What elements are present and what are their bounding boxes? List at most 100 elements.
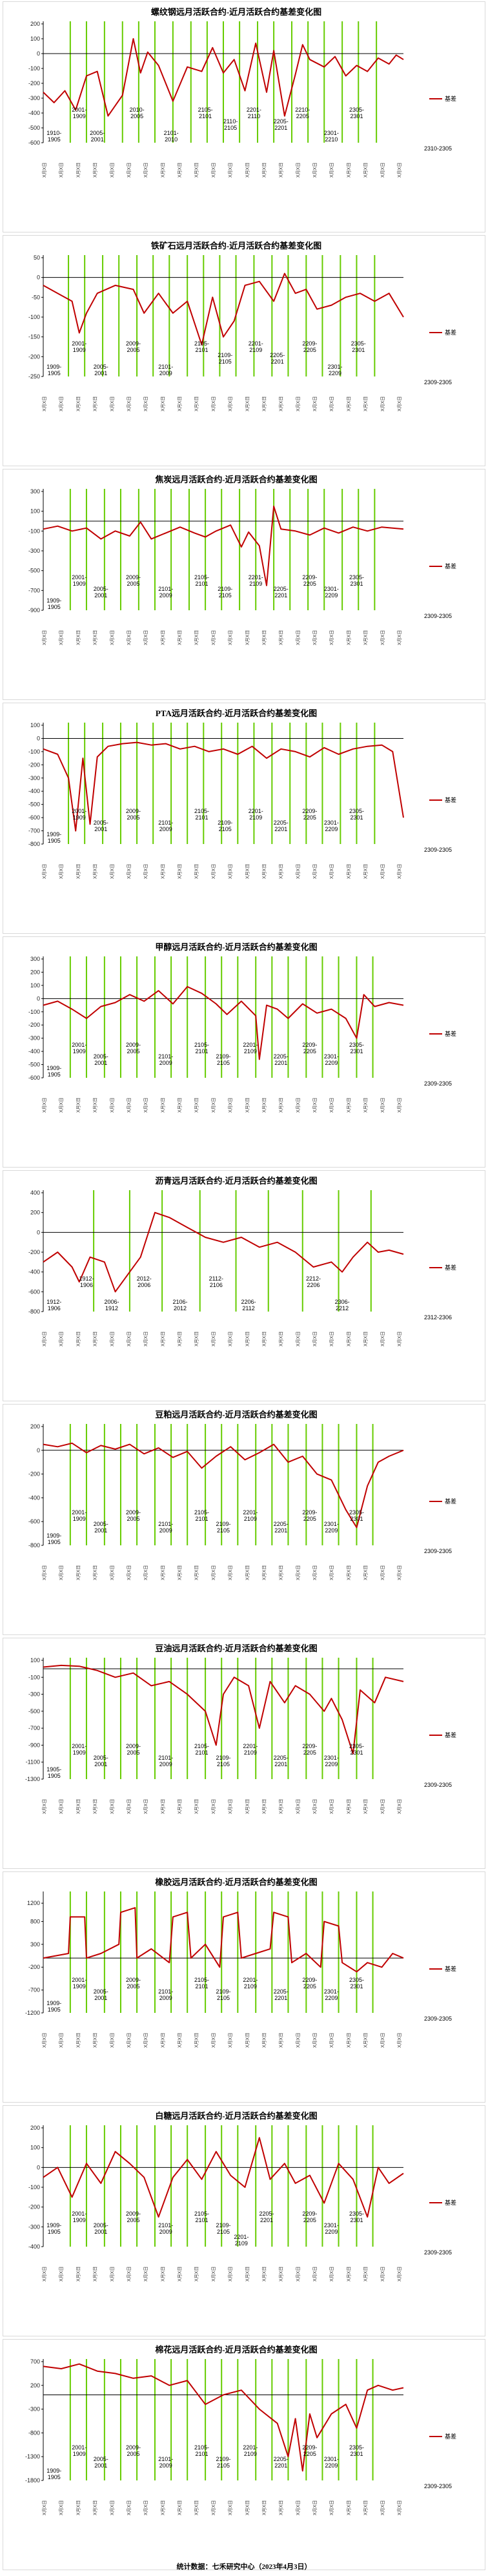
- contract-label: 2206: [307, 1282, 320, 1288]
- x-tick-label: X月X日: [296, 630, 301, 645]
- x-tick-label: X月X日: [93, 2500, 98, 2515]
- contract-label: 2009: [159, 826, 172, 832]
- contract-label: 1909: [73, 814, 86, 821]
- x-tick-label: X月X日: [261, 1799, 267, 1814]
- y-tick-label: -400: [28, 788, 40, 794]
- contract-label: 2201-: [243, 1743, 258, 1749]
- contract-label: 2201-: [243, 1977, 258, 1983]
- x-tick-label: X月X日: [194, 1098, 199, 1113]
- x-tick-label: X月X日: [380, 163, 385, 178]
- basis-series-line: [43, 741, 404, 832]
- y-tick-label: 300: [30, 488, 40, 495]
- x-tick-label: X月X日: [363, 864, 369, 879]
- x-tick-label: X月X日: [329, 1565, 334, 1580]
- x-tick-label: X月X日: [296, 1799, 301, 1814]
- contract-label: 2101: [196, 1516, 208, 1522]
- contract-label: 1909-: [46, 831, 61, 838]
- contract-label: 2105-: [194, 2444, 209, 2451]
- x-tick-label: X月X日: [59, 163, 64, 178]
- x-tick-label: X月X日: [228, 2500, 233, 2515]
- contract-label: 2301: [350, 1749, 363, 1756]
- contract-label: 2301: [350, 113, 363, 119]
- x-tick-label: X月X日: [42, 163, 47, 178]
- contract-label: 2109-: [216, 2222, 230, 2229]
- x-tick-label: X月X日: [178, 397, 183, 411]
- x-tick-label: X月X日: [329, 1799, 334, 1814]
- contract-label: 2001: [94, 1761, 107, 1767]
- contract-label: 2209-: [302, 1743, 317, 1749]
- x-tick-label: X月X日: [397, 163, 402, 178]
- contract-label: 2009: [159, 2462, 172, 2469]
- x-tick-label: X月X日: [127, 2033, 132, 2048]
- chart-svg: 螺纹钢远月活跃合约-近月活跃合约基差变化图 -600 -500 -400 -300 -20…: [28, 7, 456, 178]
- basis-series-line: [43, 506, 404, 586]
- contract-label: 2209: [325, 826, 338, 832]
- x-tick-label: X月X日: [178, 1098, 183, 1113]
- x-tick-label: X月X日: [76, 2500, 81, 2515]
- x-tick-label: X月X日: [93, 864, 98, 879]
- contract-label: 2209: [325, 2229, 338, 2235]
- contract-label: 2001-: [72, 340, 86, 347]
- contract-label: 2209-: [302, 340, 317, 347]
- x-tick-label: X月X日: [194, 1799, 199, 1814]
- contract-label: 1905: [48, 136, 61, 143]
- x-tick-label: X月X日: [329, 2500, 334, 2515]
- x-tick-label: X月X日: [93, 1565, 98, 1580]
- x-tick-label: X月X日: [380, 864, 385, 879]
- chart-title: 豆粕远月活跃合约-近月活跃合约基差变化图: [155, 1410, 317, 1419]
- x-tick-label: X月X日: [110, 2033, 115, 2048]
- x-tick-label: X月X日: [194, 2267, 199, 2282]
- contract-label: 2005-: [94, 1755, 108, 1761]
- x-tick-label: X月X日: [160, 163, 165, 178]
- contract-label: 2001: [94, 1060, 107, 1066]
- y-tick-label: -100: [28, 65, 40, 72]
- contract-label: 2005: [127, 347, 139, 353]
- contract-label: 2009-: [126, 1743, 141, 1749]
- y-tick-label: 800: [30, 1918, 40, 1924]
- x-tick-label: X月X日: [380, 2033, 385, 2048]
- x-tick-label: X月X日: [397, 1098, 402, 1113]
- y-tick-label: 50: [34, 254, 40, 261]
- y-tick-label: -400: [28, 1048, 40, 1055]
- y-tick-label: -50: [32, 294, 40, 300]
- x-tick-label: X月X日: [127, 630, 132, 645]
- contract-label: 2109-: [218, 352, 232, 358]
- contract-label: 2301: [350, 2451, 363, 2457]
- contract-label: 2209: [325, 2462, 338, 2469]
- x-tick-label: X月X日: [93, 163, 98, 178]
- x-tick-label: X月X日: [228, 2033, 233, 2048]
- contract-label: 2009-: [126, 2210, 141, 2217]
- current-contract-label: 2309-2305: [424, 613, 452, 619]
- contract-label: 2209-: [302, 1042, 317, 1048]
- contract-label: 2005-: [90, 130, 105, 136]
- contract-label: 2105-: [194, 1977, 209, 1983]
- y-tick-label: -150: [28, 334, 40, 340]
- contract-label: 2301: [352, 347, 365, 353]
- x-tick-label: X月X日: [296, 1332, 301, 1346]
- contract-label: 2301-: [324, 2222, 339, 2229]
- y-tick-label: -500: [28, 1708, 40, 1715]
- contract-label: 2001: [94, 826, 107, 832]
- chart-panel: 豆粕远月活跃合约-近月活跃合约基差变化图 -800 -600 -400 -200 0 200…: [3, 1404, 485, 1635]
- contract-label: 2005-: [94, 586, 108, 592]
- x-tick-label: X月X日: [42, 1332, 47, 1346]
- x-tick-label: X月X日: [261, 2033, 267, 2048]
- contract-label: 2205-: [274, 1755, 289, 1761]
- contract-label: 2105-: [194, 340, 209, 347]
- x-tick-label: X月X日: [363, 163, 369, 178]
- contract-label: 2112: [242, 1305, 254, 1312]
- x-tick-label: X月X日: [76, 1799, 81, 1814]
- contract-label: 1905: [48, 2229, 61, 2235]
- x-tick-label: X月X日: [346, 1332, 351, 1346]
- chart-title: 铁矿石远月活跃合约-近月活跃合约基差变化图: [150, 241, 321, 251]
- x-tick-label: X月X日: [178, 163, 183, 178]
- x-tick-label: X月X日: [160, 2267, 165, 2282]
- y-tick-label: -800: [28, 841, 40, 847]
- x-tick-label: X月X日: [329, 1332, 334, 1346]
- x-tick-label: X月X日: [76, 397, 81, 411]
- x-tick-label: X月X日: [346, 2500, 351, 2515]
- contract-label: 1905: [48, 838, 61, 844]
- contract-label: 2005: [127, 2217, 139, 2223]
- contract-label: 2001: [94, 2229, 107, 2235]
- x-tick-label: X月X日: [194, 163, 199, 178]
